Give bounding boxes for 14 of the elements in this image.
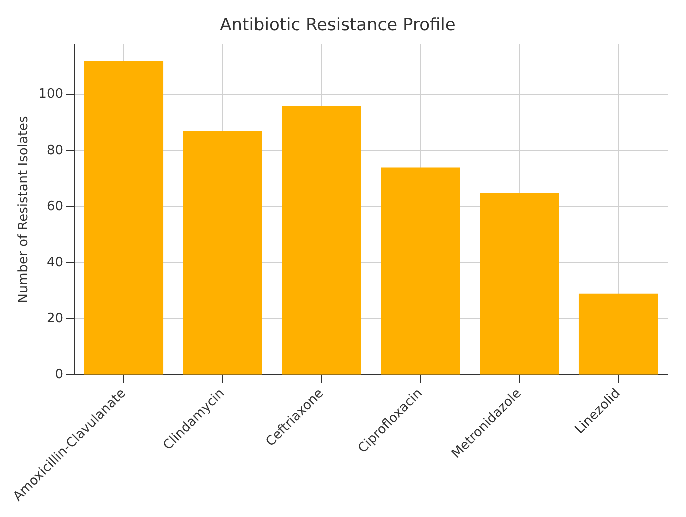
bar [183,131,262,375]
y-tick-label: 80 [46,143,64,158]
bar [578,294,658,375]
y-tick-label: 0 [55,368,64,383]
y-tick-label: 40 [46,255,64,270]
y-tick-label: 20 [46,312,64,327]
bar [282,106,362,375]
bar [84,61,164,375]
bar [381,168,460,375]
chart-title: Antibiotic Resistance Profile [220,16,456,36]
y-axis-title: Number of Resistant Isolates [16,116,32,304]
y-tick-label: 60 [46,199,64,214]
bar [480,192,560,375]
y-tick-label: 100 [38,87,64,102]
